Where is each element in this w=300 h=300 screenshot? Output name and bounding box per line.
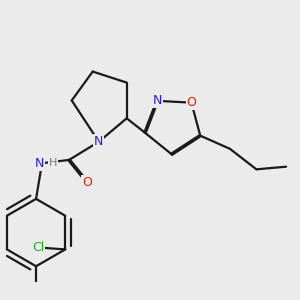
- Text: O: O: [187, 96, 196, 109]
- Text: N: N: [34, 157, 44, 170]
- Text: O: O: [82, 176, 92, 189]
- Text: H: H: [49, 158, 58, 168]
- Text: Cl: Cl: [32, 241, 44, 254]
- Text: N: N: [94, 135, 104, 148]
- Text: N: N: [153, 94, 162, 107]
